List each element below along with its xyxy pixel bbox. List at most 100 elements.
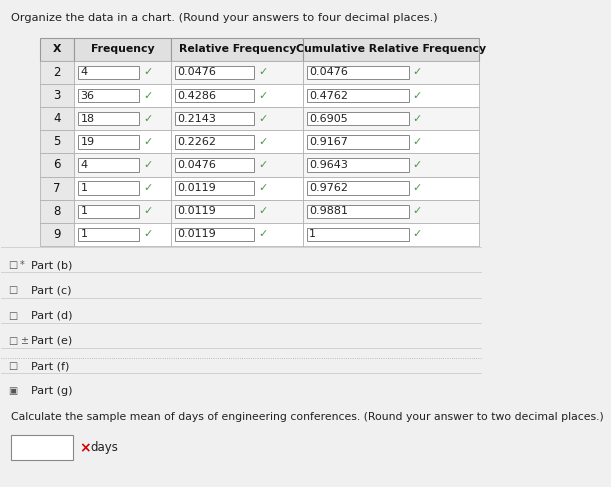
Bar [74,153,171,176]
Bar [307,89,409,102]
Text: 0.0476: 0.0476 [178,160,216,170]
Bar [74,130,171,153]
Bar [175,227,254,241]
Bar [303,176,478,200]
Text: 6: 6 [53,158,60,171]
Bar [303,200,478,223]
Bar [40,176,74,200]
Text: Part (e): Part (e) [31,336,72,346]
Bar [171,223,303,246]
Text: 0.6905: 0.6905 [309,113,348,124]
Bar [78,66,139,79]
Bar [78,135,139,149]
Text: 0.0476: 0.0476 [309,67,348,77]
Text: 1: 1 [81,229,87,239]
Text: 36: 36 [81,91,95,100]
Text: ✓: ✓ [412,91,422,100]
Bar [175,135,254,149]
Text: 0.4762: 0.4762 [309,91,348,100]
Bar [74,200,171,223]
Text: ✓: ✓ [412,67,422,77]
Bar [303,61,478,84]
Bar [171,176,303,200]
Text: Cumulative Relative Frequency: Cumulative Relative Frequency [296,44,486,54]
Bar [171,107,303,130]
Text: 7: 7 [53,182,60,195]
Bar [74,84,171,107]
Text: 0.9643: 0.9643 [309,160,348,170]
Text: Relative Frequency: Relative Frequency [178,44,296,54]
Bar [175,205,254,218]
Text: ✓: ✓ [143,113,153,124]
Bar [303,37,478,61]
Text: □: □ [9,260,18,270]
Text: 19: 19 [81,137,95,147]
Text: Frequency: Frequency [91,44,155,54]
Bar [175,112,254,125]
Bar [307,66,409,79]
Text: 4: 4 [81,67,88,77]
Text: Part (d): Part (d) [31,311,73,320]
Text: ✓: ✓ [258,229,268,239]
Bar [303,130,478,153]
Bar [74,61,171,84]
Bar [40,107,74,130]
Text: ▣: ▣ [9,386,18,396]
Text: 8: 8 [53,205,60,218]
Text: 0.0119: 0.0119 [178,183,216,193]
Text: 1: 1 [81,183,87,193]
Text: 18: 18 [81,113,95,124]
Text: ✓: ✓ [412,206,422,216]
Text: ✓: ✓ [258,113,268,124]
Text: ✓: ✓ [258,206,268,216]
Text: ✓: ✓ [143,67,153,77]
Text: Part (b): Part (b) [31,260,73,270]
Bar [171,84,303,107]
Text: ✓: ✓ [412,183,422,193]
Text: ✓: ✓ [412,160,422,170]
Text: Part (f): Part (f) [31,361,70,371]
Text: 0.4286: 0.4286 [178,91,217,100]
Bar [40,200,74,223]
Text: 3: 3 [53,89,60,102]
Bar [303,153,478,176]
Text: Organize the data in a chart. (Round your answers to four decimal places.): Organize the data in a chart. (Round you… [11,14,437,23]
Text: 0.0119: 0.0119 [178,206,216,216]
Text: 4: 4 [53,112,60,125]
Text: ✓: ✓ [143,183,153,193]
Bar [175,158,254,171]
Text: X: X [53,44,61,54]
Bar [307,135,409,149]
Bar [171,153,303,176]
Text: 0.0119: 0.0119 [178,229,216,239]
Bar [40,84,74,107]
Bar [171,200,303,223]
Bar [11,435,73,460]
Text: days: days [90,441,118,454]
Bar [303,107,478,130]
Text: ✓: ✓ [143,206,153,216]
Text: 0.0476: 0.0476 [178,67,216,77]
Text: 0.2143: 0.2143 [178,113,216,124]
Text: ✓: ✓ [412,229,422,239]
Text: Calculate the sample mean of days of engineering conferences. (Round your answer: Calculate the sample mean of days of eng… [11,412,604,422]
Text: ✓: ✓ [143,137,153,147]
Text: 2: 2 [53,66,60,79]
Bar [307,158,409,171]
Text: ×: × [79,441,90,455]
Text: □: □ [9,285,18,296]
Bar [307,227,409,241]
Text: ✓: ✓ [412,113,422,124]
Bar [303,223,478,246]
Text: 4: 4 [81,160,88,170]
Bar [74,176,171,200]
Bar [78,205,139,218]
Text: 1: 1 [309,229,316,239]
Text: ✓: ✓ [258,183,268,193]
Text: 0.9167: 0.9167 [309,137,348,147]
Text: 1: 1 [81,206,87,216]
Text: ✓: ✓ [258,67,268,77]
Bar [171,37,303,61]
Bar [171,130,303,153]
Text: 0.9881: 0.9881 [309,206,348,216]
